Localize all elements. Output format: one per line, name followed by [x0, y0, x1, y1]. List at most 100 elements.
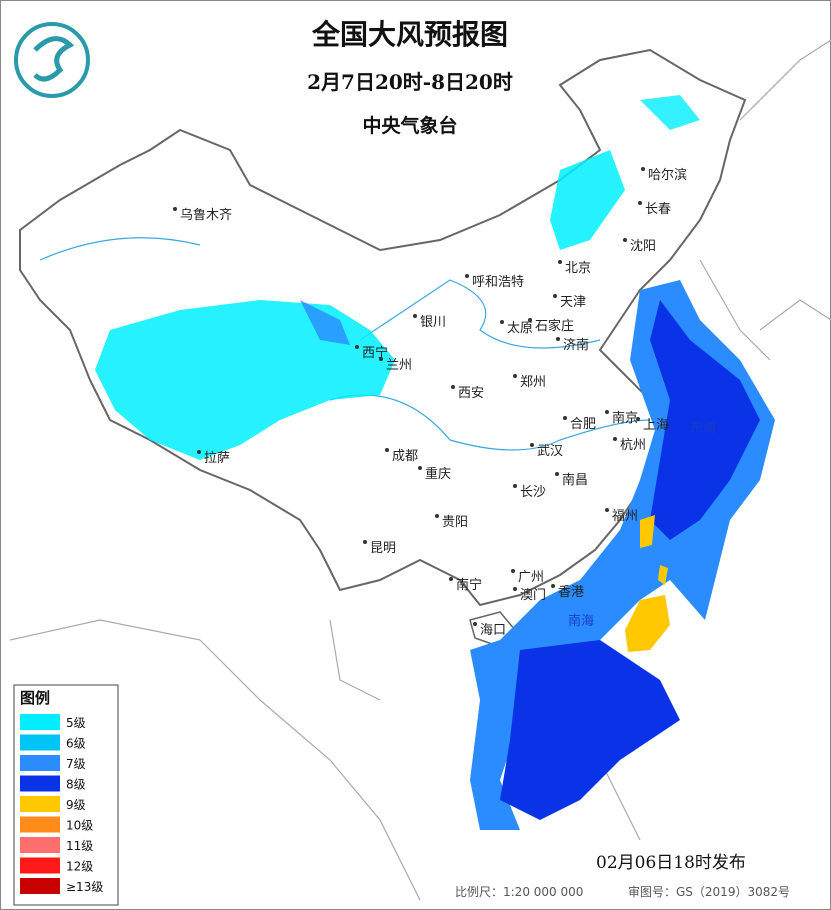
legend-swatch	[20, 857, 60, 874]
city-dot	[511, 569, 515, 573]
legend-label: 12级	[66, 860, 93, 874]
logo	[14, 22, 90, 98]
legend-label: ≥13级	[66, 880, 103, 894]
city-label: 重庆	[425, 466, 451, 482]
city-dot	[451, 385, 455, 389]
approval-number: 审图号：GS（2019）3082号	[628, 884, 790, 899]
city-dot	[623, 238, 627, 242]
rivers	[39, 237, 651, 451]
legend-label: 6级	[66, 737, 86, 751]
city-dot	[530, 443, 534, 447]
city-label: 沈阳	[630, 239, 656, 254]
city-dot	[173, 207, 177, 211]
city-label: 拉萨	[204, 451, 230, 466]
city-dot	[500, 320, 504, 324]
city-label: 成都	[392, 449, 418, 464]
city-dot	[379, 357, 383, 361]
city-label: 南宁	[456, 577, 482, 593]
sea-label: 东海	[690, 421, 716, 436]
city-label: 太原	[507, 321, 533, 336]
city-dot	[355, 345, 359, 349]
city-dot	[555, 472, 559, 476]
legend-swatch	[20, 755, 60, 771]
city-dot	[605, 410, 609, 414]
city-dot	[418, 466, 422, 470]
city-label: 贵阳	[442, 515, 468, 530]
legend-label: 8级	[66, 778, 86, 792]
city-label: 郑州	[520, 375, 546, 390]
city-label: 银川	[420, 315, 446, 330]
city-label: 杭州	[620, 438, 646, 453]
city-label: 西安	[458, 386, 484, 401]
city-dot	[449, 577, 453, 581]
neighbor-borders	[9, 39, 831, 901]
city-dot	[363, 540, 367, 544]
city-dot	[605, 508, 609, 512]
city-dot	[563, 416, 567, 420]
city-dot	[528, 318, 532, 322]
city-label: 武汉	[537, 444, 563, 459]
city-dot	[556, 337, 560, 341]
city-dot	[197, 450, 201, 454]
city-label: 呼和浩特	[472, 275, 524, 290]
legend-label: 9级	[66, 798, 86, 812]
legend-swatch	[20, 796, 60, 812]
city-label: 南昌	[562, 472, 588, 488]
city-label: 北京	[565, 261, 591, 276]
legend-items: 5级 6级 7级 8级 9级 10级 11级 12级 ≥13级	[20, 714, 103, 894]
city-label: 西宁	[362, 345, 388, 361]
city-label: 石家庄	[535, 318, 574, 334]
city-dot	[513, 484, 517, 488]
city-label: 天津	[560, 295, 586, 310]
city-label: 兰州	[386, 358, 412, 373]
city-label: 福州	[612, 509, 638, 524]
city-dot	[638, 201, 642, 205]
city-dot	[553, 294, 557, 298]
city-dot	[613, 437, 617, 441]
city-label: 广州	[518, 570, 544, 585]
map-scale: 比例尺：1:20 000 000	[455, 885, 583, 899]
city-label: 乌鲁木齐	[180, 207, 232, 223]
issue-time: 02月06日18时发布	[596, 853, 746, 873]
city-label: 长春	[645, 202, 671, 217]
city-label: 澳门	[520, 587, 546, 603]
city-label: 济南	[563, 337, 589, 353]
wind-area-level9	[625, 515, 670, 652]
city-dot	[513, 587, 517, 591]
wind-area-level5-6	[95, 95, 700, 460]
forecast-period: 2月7日20时-8日20时	[307, 70, 513, 94]
city-dot	[465, 274, 469, 278]
legend-label: 10级	[66, 819, 93, 833]
city-label: 哈尔滨	[648, 167, 687, 183]
sea-label: 南海	[568, 613, 594, 629]
city-dot	[641, 167, 645, 171]
issuer: 中央气象台	[362, 114, 457, 137]
city-dot	[551, 584, 555, 588]
city-dot	[413, 314, 417, 318]
wind-area-level7-8	[470, 280, 775, 830]
city-dot	[636, 417, 640, 421]
legend-swatch	[20, 714, 60, 730]
legend-swatch	[20, 734, 60, 751]
legend-swatch	[20, 816, 60, 833]
city-dot	[435, 514, 439, 518]
city-dot	[558, 260, 562, 264]
city-label: 上海	[643, 418, 669, 433]
legend-swatch	[20, 837, 60, 853]
legend-label: 11级	[66, 839, 93, 853]
city-label: 长沙	[520, 485, 546, 500]
legend-label: 5级	[66, 716, 86, 730]
legend-swatch	[20, 775, 60, 792]
city-dot	[385, 448, 389, 452]
legend-label: 7级	[66, 757, 86, 771]
city-label: 昆明	[370, 541, 396, 556]
city-label: 海口	[480, 623, 506, 638]
map-title: 全国大风预报图	[311, 18, 508, 51]
legend-swatch	[20, 878, 60, 894]
city-label: 香港	[558, 585, 584, 600]
city-label: 南京	[612, 410, 638, 426]
city-dot	[473, 622, 477, 626]
city-label: 合肥	[570, 417, 596, 432]
